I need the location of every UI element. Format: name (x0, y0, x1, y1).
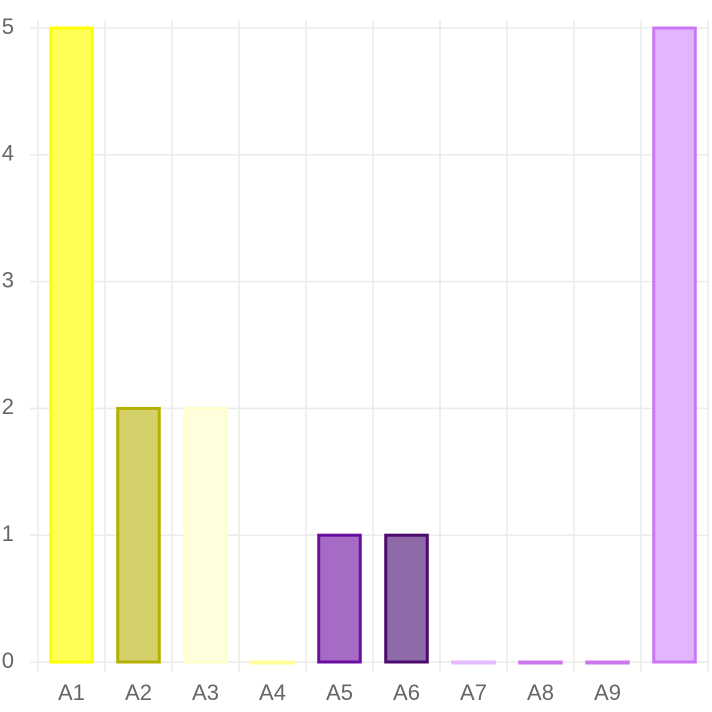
bar (250, 660, 295, 665)
bar (451, 660, 496, 665)
x-tick-label: A7 (460, 680, 487, 705)
bar (317, 533, 362, 664)
bar (518, 660, 563, 665)
bar (116, 406, 161, 664)
bar (652, 26, 697, 664)
y-tick-label: 3 (2, 267, 14, 292)
x-tick-label: A5 (326, 680, 353, 705)
y-tick-label: 4 (2, 141, 14, 166)
x-tick-label: A2 (125, 680, 152, 705)
y-tick-label: 2 (2, 394, 14, 419)
x-tick-label: A9 (594, 680, 621, 705)
x-tick-label: A4 (259, 680, 286, 705)
y-tick-label: 1 (2, 521, 14, 546)
y-tick-label: 5 (2, 14, 14, 39)
bar (49, 26, 94, 664)
x-tick-label: A6 (393, 680, 420, 705)
x-tick-label: A8 (527, 680, 554, 705)
bar (384, 533, 429, 664)
bar (183, 406, 228, 664)
x-tick-label: A1 (58, 680, 85, 705)
x-tick-label: A3 (192, 680, 219, 705)
bar (585, 660, 630, 665)
y-tick-label: 0 (2, 648, 14, 673)
